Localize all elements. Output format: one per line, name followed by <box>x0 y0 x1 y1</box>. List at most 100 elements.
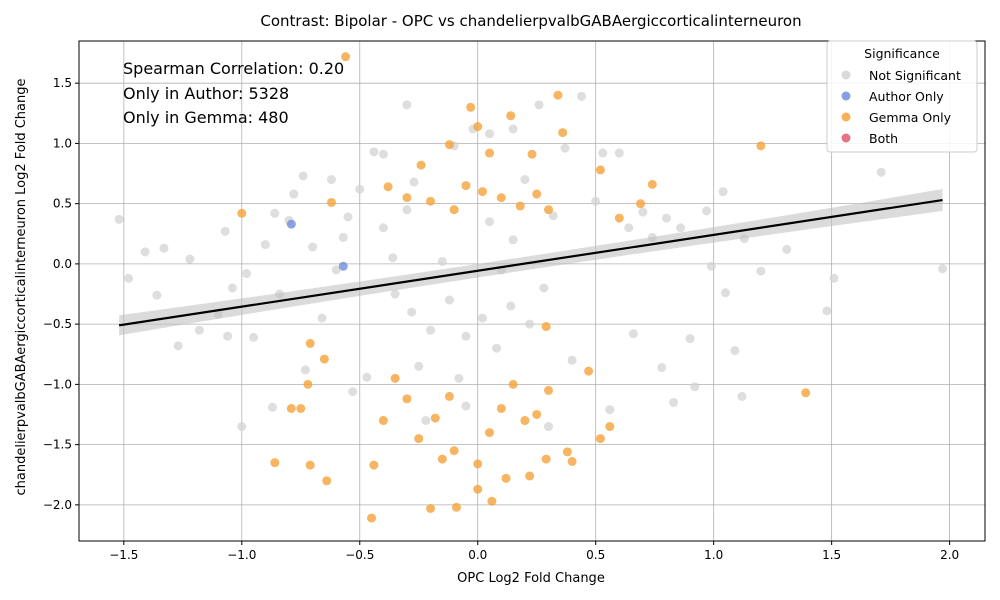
data-point <box>506 301 516 311</box>
data-point <box>661 213 671 223</box>
data-point <box>560 143 570 153</box>
data-point <box>402 193 412 203</box>
data-point <box>473 122 483 132</box>
data-point <box>331 265 341 275</box>
data-point <box>544 422 554 432</box>
data-point <box>730 346 740 356</box>
data-point <box>676 223 686 233</box>
legend-box <box>826 40 978 153</box>
data-point <box>140 247 150 257</box>
data-point <box>355 184 365 194</box>
data-point <box>237 422 247 432</box>
data-point <box>508 235 518 245</box>
data-point <box>369 460 379 470</box>
data-point <box>242 269 252 279</box>
data-point <box>286 219 296 229</box>
legend-label-not-significant: Not Significant <box>869 68 961 83</box>
y-tick-label: −2.0 <box>43 498 72 512</box>
data-point <box>477 313 487 323</box>
gemma-only-annotation: Only in Gemma: 480 <box>123 108 289 127</box>
data-point <box>260 240 270 250</box>
x-axis-label: OPC Log2 Fold Change <box>457 571 605 586</box>
data-point <box>605 422 615 432</box>
data-point <box>515 201 525 211</box>
data-point <box>409 177 419 187</box>
data-point <box>237 208 247 218</box>
data-point <box>541 454 551 464</box>
data-point <box>378 416 388 426</box>
data-point <box>378 149 388 159</box>
data-point <box>194 325 204 335</box>
author-only-annotation: Only in Author: 5328 <box>123 84 289 103</box>
legend-entry-both: Both <box>841 131 898 146</box>
data-point <box>737 391 747 401</box>
data-point <box>298 171 308 181</box>
data-point <box>605 405 615 415</box>
data-point <box>657 363 667 373</box>
y-axis-label: chandelierpvalbGABAergiccorticalinterneu… <box>14 78 29 495</box>
x-axis-ticks: −1.5 −1.0 −0.5 0.0 0.5 1.0 1.5 2.0 <box>109 541 959 562</box>
data-point <box>426 503 436 513</box>
data-point <box>173 341 183 351</box>
data-point <box>416 160 426 170</box>
data-point <box>286 403 296 413</box>
data-point <box>567 456 577 466</box>
data-point <box>558 128 568 138</box>
data-point <box>390 373 400 383</box>
x-tick-label: 0.0 <box>468 548 487 562</box>
data-point <box>485 217 495 227</box>
data-point <box>506 111 516 121</box>
legend: Significance Not Significant Author Only… <box>826 40 978 153</box>
chart-title: Contrast: Bipolar - OPC vs chandelierpva… <box>260 12 801 30</box>
data-point <box>527 149 537 159</box>
data-point <box>534 100 544 110</box>
data-point <box>669 397 679 407</box>
data-point <box>598 148 608 158</box>
data-point <box>636 199 646 209</box>
data-point <box>270 208 280 218</box>
data-point <box>223 331 233 341</box>
legend-label-gemma-only: Gemma Only <box>869 110 952 125</box>
data-point <box>532 189 542 199</box>
data-point <box>508 379 518 389</box>
data-point <box>343 212 353 222</box>
data-point <box>756 141 766 151</box>
data-point <box>319 354 329 364</box>
x-tick-label: −1.5 <box>109 548 138 562</box>
data-point <box>308 242 318 252</box>
data-point <box>444 391 454 401</box>
x-tick-label: 1.0 <box>704 548 723 562</box>
data-point <box>485 428 495 438</box>
spearman-annotation: Spearman Correlation: 0.20 <box>123 59 344 78</box>
data-point <box>595 165 605 175</box>
data-point <box>553 90 563 100</box>
data-point <box>567 355 577 365</box>
x-tick-label: −1.0 <box>227 548 256 562</box>
data-point <box>402 205 412 215</box>
data-point <box>685 334 695 344</box>
data-point <box>638 207 648 217</box>
data-point <box>338 232 348 242</box>
legend-marker-not-significant <box>841 70 851 80</box>
data-point <box>114 214 124 224</box>
data-point <box>501 473 511 483</box>
data-point <box>444 140 454 150</box>
data-point <box>485 129 495 139</box>
data-point <box>496 403 506 413</box>
data-point <box>525 471 535 481</box>
data-point <box>444 295 454 305</box>
data-point <box>348 387 358 397</box>
data-point <box>267 402 277 412</box>
legend-marker-both <box>841 133 851 143</box>
data-point <box>159 243 169 253</box>
legend-entry-not-significant: Not Significant <box>841 68 961 83</box>
data-point <box>473 459 483 469</box>
x-tick-label: 2.0 <box>940 548 959 562</box>
data-point <box>461 401 471 411</box>
data-point <box>426 325 436 335</box>
legend-label-both: Both <box>869 131 898 146</box>
data-point <box>449 205 459 215</box>
y-axis-ticks: −2.0 −1.5 −1.0 −0.5 0.0 0.5 1.0 1.5 <box>43 76 79 512</box>
data-point <box>421 416 431 426</box>
data-point <box>270 458 280 468</box>
